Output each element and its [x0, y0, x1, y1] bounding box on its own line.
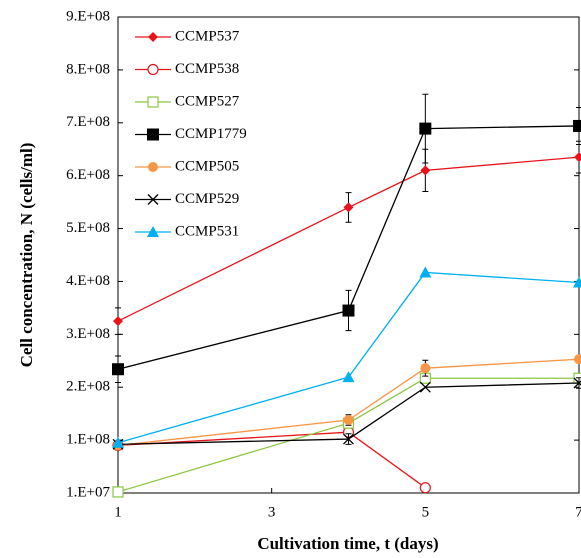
legend-label: CCMP537 — [175, 28, 240, 44]
marker — [342, 304, 355, 317]
marker — [147, 63, 159, 76]
y-tick-label: 1.E+08 — [66, 432, 110, 448]
y-tick-label: 8.E+08 — [66, 61, 110, 77]
y-tick-label: 9.E+08 — [66, 8, 110, 24]
marker — [343, 415, 354, 426]
marker — [573, 377, 581, 389]
y-axis-label: Cell concentration, N (cells/ml) — [17, 143, 36, 368]
marker — [147, 226, 159, 237]
legend-label: CCMP505 — [175, 158, 239, 174]
plot-frame — [117, 16, 580, 494]
y-tick-label: 5.E+08 — [66, 220, 110, 236]
x-tick-label: 3 — [268, 504, 276, 520]
marker — [574, 354, 581, 365]
marker — [147, 96, 159, 108]
y-tick-label: 6.E+08 — [66, 167, 110, 183]
legend-label: CCMP527 — [175, 93, 240, 109]
series-line — [117, 271, 580, 444]
series-line — [117, 377, 579, 493]
marker — [148, 162, 158, 172]
marker — [419, 482, 431, 494]
marker — [112, 436, 124, 448]
marker — [573, 276, 581, 288]
series-line — [117, 382, 580, 445]
marker — [112, 486, 124, 498]
legend-label: CCMP531 — [175, 223, 239, 239]
series-line — [117, 156, 580, 322]
marker — [343, 202, 354, 213]
y-tick-label: 4.E+08 — [66, 273, 110, 289]
marker — [147, 194, 159, 205]
marker — [573, 119, 581, 132]
marker — [147, 128, 159, 141]
marker — [343, 433, 354, 445]
marker — [113, 316, 123, 327]
marker — [342, 371, 355, 383]
y-tick-label: 2.E+08 — [66, 379, 110, 395]
marker — [419, 266, 432, 278]
marker — [574, 152, 581, 163]
marker — [419, 381, 431, 393]
series-line — [117, 125, 580, 370]
x-axis-label: Cultivation time, t (days) — [257, 534, 438, 553]
marker — [420, 165, 431, 176]
marker — [419, 122, 432, 135]
marker — [112, 363, 124, 376]
legend-label: CCMP1779 — [175, 126, 247, 142]
x-tick-label: 1 — [114, 504, 122, 520]
marker — [420, 363, 431, 374]
marker — [148, 32, 158, 42]
legend-label: CCMP529 — [175, 191, 239, 207]
y-tick-label: 7.E+08 — [66, 114, 110, 130]
y-tick-label: 3.E+08 — [66, 326, 110, 342]
legend-label: CCMP538 — [175, 61, 239, 77]
x-tick-label: 5 — [422, 504, 430, 520]
x-tick-label: 7 — [575, 504, 581, 520]
series-line — [117, 358, 580, 447]
y-tick-label: 1.E+07 — [66, 484, 110, 500]
